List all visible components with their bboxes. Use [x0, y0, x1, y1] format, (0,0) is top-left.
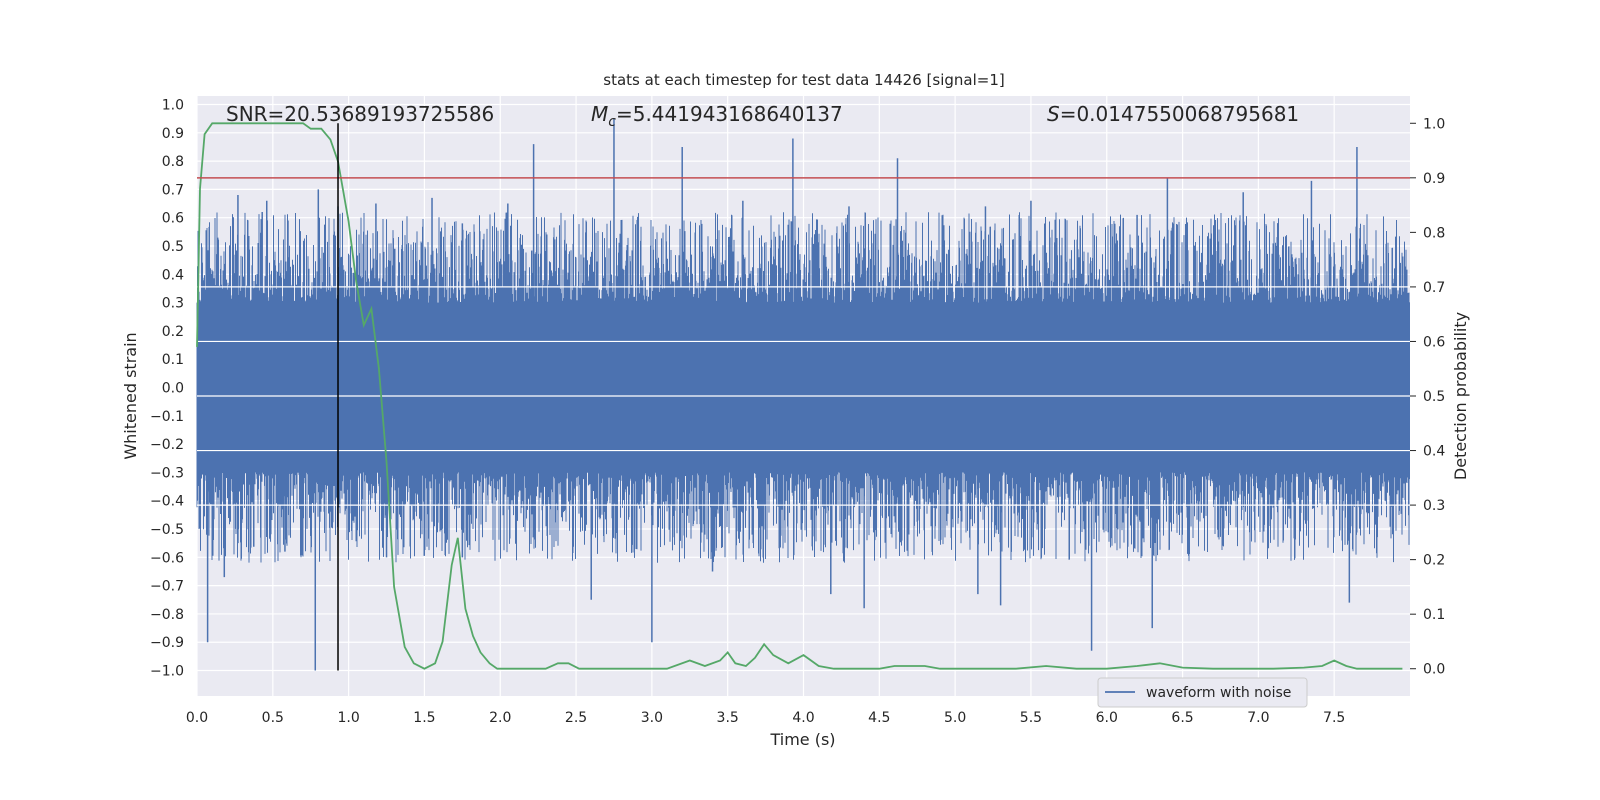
x-tick-label: 0.5	[262, 710, 284, 726]
y-right-tick-label: 0.8	[1423, 225, 1445, 241]
y-left-tick-label: 1.0	[162, 97, 184, 113]
x-tick-label: 6.5	[1171, 710, 1193, 726]
chirp-mass-subscript: c	[608, 114, 616, 130]
x-tick-label: 2.5	[565, 710, 587, 726]
y-axis-left-label: Whitened strain	[121, 332, 140, 459]
strain-series	[196, 118, 1410, 671]
s-annotation: S=0.0147550068795681	[1047, 102, 1299, 126]
y-right-tick-label: 0.7	[1423, 280, 1445, 296]
y-right-tick-label: 0.2	[1423, 553, 1445, 569]
y-left-tick-label: 0.7	[162, 182, 184, 198]
x-tick-label: 3.5	[717, 710, 739, 726]
y-left-tick-label: −0.8	[150, 607, 184, 623]
y-left-tick-label: 0.2	[162, 324, 184, 340]
y-left-tick-label: −0.2	[150, 437, 184, 453]
y-left-tick-label: −0.1	[150, 409, 184, 425]
y-left-tick-label: −0.9	[150, 635, 184, 651]
overlays	[197, 123, 1410, 671]
x-tick-label: 1.5	[413, 710, 435, 726]
y-left-tick-label: −0.4	[150, 494, 184, 510]
x-tick-label: 0.0	[186, 710, 208, 726]
x-tick-label: 4.0	[792, 710, 814, 726]
y-left-tick-label: 0.5	[162, 239, 184, 255]
y-right-tick-label: 1.0	[1423, 116, 1445, 132]
chirp-mass-annotation: Mc=5.441943168640137	[591, 102, 843, 130]
x-tick-label: 5.0	[944, 710, 966, 726]
y-right-tick-label: 0.3	[1423, 498, 1445, 514]
chart-title: stats at each timestep for test data 144…	[603, 71, 1004, 89]
y-right-tick-label: 0.1	[1423, 607, 1445, 623]
legend-label: waveform with noise	[1146, 685, 1291, 701]
y-left-tick-label: −1.0	[150, 664, 184, 680]
chirp-mass-value: =5.441943168640137	[616, 102, 843, 126]
legend-box	[1097, 677, 1308, 708]
probability-series	[196, 122, 1403, 670]
x-tick-label: 7.5	[1323, 710, 1345, 726]
x-tick-label: 4.5	[868, 710, 890, 726]
y-right-tick-label: 0.0	[1423, 662, 1445, 678]
y-left-tick-label: −0.3	[150, 465, 184, 481]
snr-annotation: SNR=20.53689193725586	[226, 102, 494, 126]
y-axis-right-label: Detection probability	[1451, 312, 1470, 480]
x-tick-label: 3.0	[641, 710, 663, 726]
y-right-tick-label: 0.9	[1423, 171, 1445, 187]
y-left-tick-label: 0.6	[162, 211, 184, 227]
y-right-tick-label: 0.4	[1423, 444, 1445, 460]
x-tick-label: 1.0	[337, 710, 359, 726]
y-left-tick-label: 0.0	[162, 381, 184, 397]
detection-probability-line	[196, 122, 1403, 670]
y-right-tick-label: 0.5	[1423, 389, 1445, 405]
x-tick-label: 7.0	[1247, 710, 1269, 726]
y-left-tick-label: 0.9	[162, 126, 184, 142]
y-left-tick-label: −0.5	[150, 522, 184, 538]
s-value: =0.0147550068795681	[1060, 102, 1299, 126]
y-left-tick-label: 0.8	[162, 154, 184, 170]
y-left-tick-label: −0.6	[150, 550, 184, 566]
x-tick-label: 2.0	[489, 710, 511, 726]
strain-core	[197, 302, 1410, 473]
y-left-tick-label: 0.3	[162, 296, 184, 312]
chirp-mass-symbol: M	[591, 102, 608, 126]
s-symbol: S	[1047, 102, 1060, 126]
x-axis-label: Time (s)	[769, 730, 835, 749]
x-tick-label: 5.5	[1020, 710, 1042, 726]
y-left-tick-label: 0.1	[162, 352, 184, 368]
y-left-tick-label: −0.7	[150, 579, 184, 595]
legend: waveform with noise	[1097, 677, 1308, 708]
y-left-tick-label: 0.4	[162, 267, 184, 283]
y-right-tick-label: 0.6	[1423, 334, 1445, 350]
x-tick-label: 6.0	[1096, 710, 1118, 726]
tick-labels: 0.0 0.5 1.0 1.5 2.0 2.5 3.0 3.5 4.0 4.5 5.0 5.5 6.0 6…	[150, 97, 1445, 726]
